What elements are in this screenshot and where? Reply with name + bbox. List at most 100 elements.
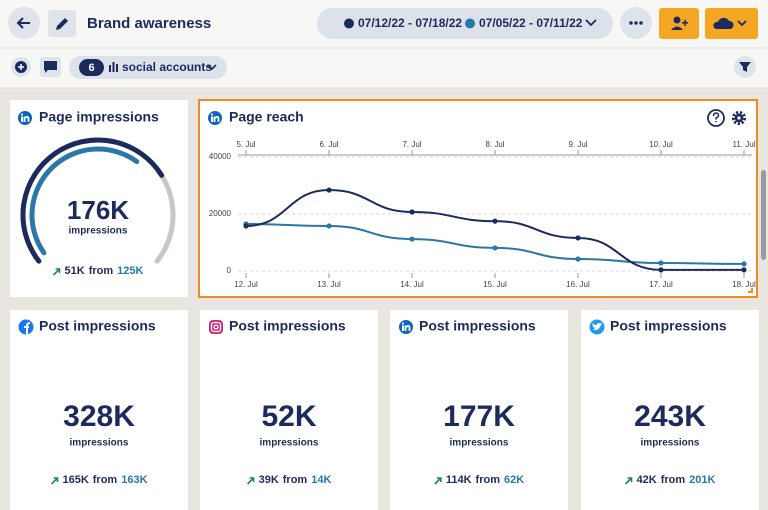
x2-tick-label: 9. Jul xyxy=(568,140,587,149)
from-word: from xyxy=(93,474,118,486)
data-point xyxy=(741,261,747,267)
metric-unit: impressions xyxy=(260,438,319,449)
card-title: Post impressions xyxy=(419,318,536,334)
facebook-icon xyxy=(24,322,31,335)
data-point xyxy=(409,236,415,242)
chevron xyxy=(207,64,217,71)
settings-button[interactable] xyxy=(731,110,747,126)
resize-handle[interactable] xyxy=(748,288,753,293)
previous-value: 14K xyxy=(311,474,331,486)
x2-tick-label: 6. Jul xyxy=(319,140,338,149)
comment-icon xyxy=(44,61,57,73)
data-point xyxy=(658,267,664,273)
metric-unit: impressions xyxy=(641,438,700,449)
metric-unit: impressions xyxy=(70,438,129,449)
change-value: 165K xyxy=(62,474,88,486)
data-point xyxy=(575,235,581,241)
trend-arrow xyxy=(247,477,255,485)
data-point xyxy=(658,260,664,266)
x2-tick-label: 11. Jul xyxy=(733,140,756,149)
y-tick-label: 40000 xyxy=(209,152,232,161)
trend-arrow xyxy=(50,477,59,485)
metric-unit: impressions xyxy=(450,438,509,449)
linkedin-icon xyxy=(401,322,405,325)
x-tick-label: 12. Jul xyxy=(234,280,258,289)
card-title: Post impressions xyxy=(229,318,346,334)
data-point xyxy=(326,223,332,229)
change-value: 42K xyxy=(637,474,657,486)
card-selected[interactable] xyxy=(198,99,758,298)
card xyxy=(10,310,188,510)
x-tick-label: 17. Jul xyxy=(649,280,673,289)
metric-value: 176K xyxy=(67,195,129,225)
linkedin-icon xyxy=(211,116,213,122)
linkedin-icon xyxy=(23,115,30,122)
data-point xyxy=(409,209,415,215)
twitter-icon xyxy=(592,323,602,331)
metric-change: 39K from 14K xyxy=(259,474,332,486)
metric-change: 114K from 62K xyxy=(446,474,524,486)
linkedin-icon xyxy=(210,113,214,116)
share-icon xyxy=(671,16,688,30)
back-icon xyxy=(16,17,30,29)
metric-change: 165K from 163K xyxy=(62,474,147,486)
metric-value: 243K xyxy=(634,400,706,433)
from-word: from xyxy=(661,474,686,486)
x2-tick-label: 7. Jul xyxy=(402,140,421,149)
accounts-filter[interactable] xyxy=(69,56,227,79)
card-title: Post impressions xyxy=(39,318,156,334)
from-word: from xyxy=(89,265,114,277)
linkedin-icon xyxy=(404,324,411,331)
more-icon xyxy=(629,21,643,25)
x2-tick-label: 8. Jul xyxy=(485,140,504,149)
gauge-arc xyxy=(29,146,140,256)
edit-icon xyxy=(56,18,68,30)
previous-value: 125K xyxy=(117,265,143,277)
card xyxy=(10,100,188,297)
x-tick-label: 15. Jul xyxy=(483,280,507,289)
linkedin-icon xyxy=(20,113,24,116)
card-title: Page impressions xyxy=(39,109,159,125)
data-point xyxy=(243,223,249,229)
metric-value: 328K xyxy=(63,400,135,433)
x-tick-label: 14. Jul xyxy=(400,280,424,289)
share-button[interactable] xyxy=(659,8,699,39)
previous-value: 62K xyxy=(504,474,524,486)
card xyxy=(581,310,759,510)
legend-label: 07/05/22 - 07/11/22 xyxy=(479,16,583,30)
linkedin-icon xyxy=(21,116,23,122)
bars-icon xyxy=(109,62,118,72)
card-title: Post impressions xyxy=(610,318,727,334)
legend-dot xyxy=(344,18,354,29)
chevron xyxy=(585,19,597,27)
previous-value: 201K xyxy=(689,474,715,486)
chart-title: Page reach xyxy=(229,109,304,125)
download-icon xyxy=(713,17,734,29)
help-button[interactable] xyxy=(707,109,725,127)
trend-arrow xyxy=(52,268,61,276)
x2-tick-label: 5. Jul xyxy=(236,140,255,149)
filter-icon xyxy=(739,62,751,72)
linkedin-icon xyxy=(402,325,404,331)
scrollbar[interactable] xyxy=(761,170,766,260)
instagram-icon xyxy=(213,324,219,330)
chevron xyxy=(737,20,747,27)
x-tick-label: 13. Jul xyxy=(317,280,341,289)
x-tick-label: 18. Jul xyxy=(732,280,756,289)
legend-label: 07/12/22 - 07/18/22 xyxy=(358,16,462,30)
trend-arrow xyxy=(434,477,442,485)
page-title: Brand awareness xyxy=(87,15,211,32)
y-tick-label: 0 xyxy=(227,266,232,275)
card xyxy=(390,310,568,510)
x2-tick-label: 10. Jul xyxy=(649,140,673,149)
data-point xyxy=(326,187,332,193)
change-value: 114K xyxy=(446,474,472,486)
metric-unit: impressions xyxy=(69,226,128,237)
x-tick-label: 16. Jul xyxy=(566,280,590,289)
instagram-icon xyxy=(210,321,222,333)
gauge-arc xyxy=(20,137,165,264)
metric-value: 52K xyxy=(261,400,316,433)
add-icon xyxy=(18,64,24,70)
metric-change: 51K from 125K xyxy=(65,265,144,277)
